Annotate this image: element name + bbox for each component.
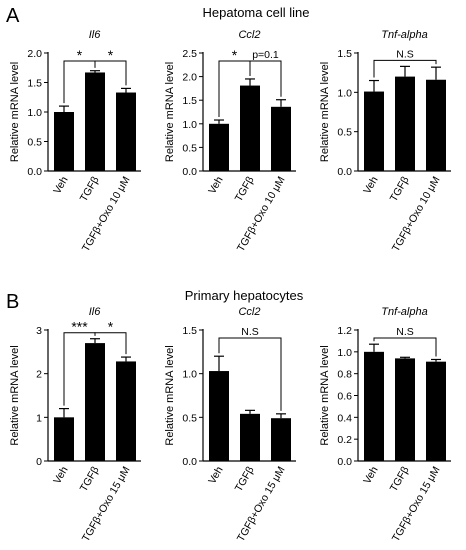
significance-bracket [94, 332, 127, 355]
y-tick-label: 2.5 [182, 48, 197, 60]
y-tick-label: 0.0 [182, 456, 197, 468]
y-tick-label: 0.4 [337, 412, 352, 424]
bar [85, 343, 105, 461]
category-label: Veh [361, 174, 381, 196]
bar [240, 413, 260, 461]
bar [364, 91, 384, 171]
chart-1: Il6 Relative mRNA level 0.0 0.5 1.0 1.5 2.0 Veh… [9, 29, 141, 254]
significance-bracket [218, 337, 282, 411]
significance-label: * [108, 47, 114, 63]
bar [395, 358, 415, 461]
bar [209, 123, 229, 171]
y-tick-label: 1.2 [337, 325, 352, 337]
significance-bracket [373, 337, 437, 357]
bar [364, 351, 384, 461]
y-tick-label: 0.5 [27, 137, 42, 149]
category-label: Veh [361, 464, 381, 486]
bar [209, 371, 229, 461]
category-label: TGFβ [78, 175, 102, 204]
y-tick-label: 0 [36, 456, 42, 468]
category-label: TGFβ [233, 465, 257, 494]
y-tick-label: 0.0 [27, 166, 42, 178]
y-tick-label: 0.0 [182, 166, 197, 178]
chart-title: Il6 [89, 306, 102, 318]
bar [426, 79, 446, 171]
bar [271, 106, 291, 171]
category-label: Veh [51, 174, 71, 196]
panel-letter-a: A [6, 5, 20, 27]
y-tick-label: 2.0 [27, 48, 42, 60]
panel-title-b: Primary hepatocytes [185, 288, 304, 303]
chart-6: Tnf-alpha Relative mRNA level 0.0 0.2 0.4 0.6… [319, 306, 451, 544]
y-tick-label: 3 [36, 325, 42, 337]
y-tick-label: 2 [36, 369, 42, 381]
significance-label: N.S [396, 48, 414, 60]
panel-letter-b: B [6, 291, 19, 313]
bar [271, 418, 291, 461]
y-axis-label: Relative mRNA level [164, 62, 176, 162]
bar [116, 361, 136, 461]
y-tick-label: 0.0 [337, 456, 352, 468]
chart-title: Ccl2 [238, 29, 260, 41]
charts-group: Il6 Relative mRNA level 0.0 0.5 1.0 1.5 2.0 Veh… [9, 29, 451, 544]
significance-label: N.S [241, 326, 259, 338]
category-label: TGFβ [388, 465, 412, 494]
y-tick-label: 2.0 [182, 72, 197, 84]
chart-3: Tnf-alpha Relative mRNA level 0.0 0.5 1.0 1.5… [319, 29, 451, 254]
y-tick-label: 1.5 [182, 95, 197, 107]
panel-title-a: Hepatoma cell line [203, 5, 310, 20]
significance-label: * [232, 47, 238, 63]
chart-title: Il6 [89, 29, 102, 41]
significance-bracket [373, 59, 437, 78]
chart-5: Ccl2 Relative mRNA level 0.0 0.5 1.0 1.5 Veh TG… [164, 306, 296, 544]
y-tick-label: 1.0 [27, 107, 42, 119]
bar [240, 85, 260, 171]
y-tick-label: 1.0 [182, 119, 197, 131]
y-axis-label: Relative mRNA level [319, 62, 331, 162]
y-tick-label: 1.5 [337, 48, 352, 60]
y-tick-label: 1.0 [337, 347, 352, 359]
bar [85, 72, 105, 171]
y-tick-label: 1 [36, 412, 42, 424]
bar [116, 92, 136, 171]
category-label: Veh [206, 464, 226, 486]
bar [426, 361, 446, 461]
chart-2: Ccl2 Relative mRNA level 0.0 0.5 1.0 1.5 2.0 2.… [164, 29, 296, 254]
y-tick-label: 0.2 [337, 434, 352, 446]
bar [54, 417, 74, 461]
category-label: TGFβ [78, 465, 102, 494]
significance-bracket [249, 60, 282, 97]
category-label: Veh [51, 464, 71, 486]
chart-title: Ccl2 [238, 306, 260, 318]
significance-label: p=0.1 [252, 49, 279, 61]
bar [54, 112, 74, 171]
category-label: TGFβ [233, 175, 257, 204]
significance-label: *** [71, 319, 88, 335]
y-tick-label: 0.6 [337, 391, 352, 403]
chart-title: Tnf-alpha [381, 306, 427, 318]
bar [395, 76, 415, 171]
y-axis-label: Relative mRNA level [9, 62, 21, 162]
y-tick-label: 0.8 [337, 369, 352, 381]
significance-label: * [108, 319, 114, 335]
category-label: TGFβ [388, 175, 412, 204]
significance-label: N.S [396, 326, 414, 338]
y-tick-label: 1.0 [337, 87, 352, 99]
y-tick-label: 0.5 [337, 127, 352, 139]
chart-title: Tnf-alpha [381, 29, 427, 41]
y-axis-label: Relative mRNA level [9, 345, 21, 445]
significance-bracket [94, 60, 127, 86]
y-tick-label: 0.0 [337, 166, 352, 178]
significance-label: * [77, 47, 83, 63]
y-tick-label: 1.5 [182, 325, 197, 337]
y-tick-label: 1.0 [182, 369, 197, 381]
y-axis-label: Relative mRNA level [164, 345, 176, 445]
y-tick-label: 0.5 [182, 142, 197, 154]
y-axis-label: Relative mRNA level [319, 345, 331, 445]
category-label: Veh [206, 174, 226, 196]
y-tick-label: 0.5 [182, 412, 197, 424]
y-tick-label: 1.5 [27, 78, 42, 90]
